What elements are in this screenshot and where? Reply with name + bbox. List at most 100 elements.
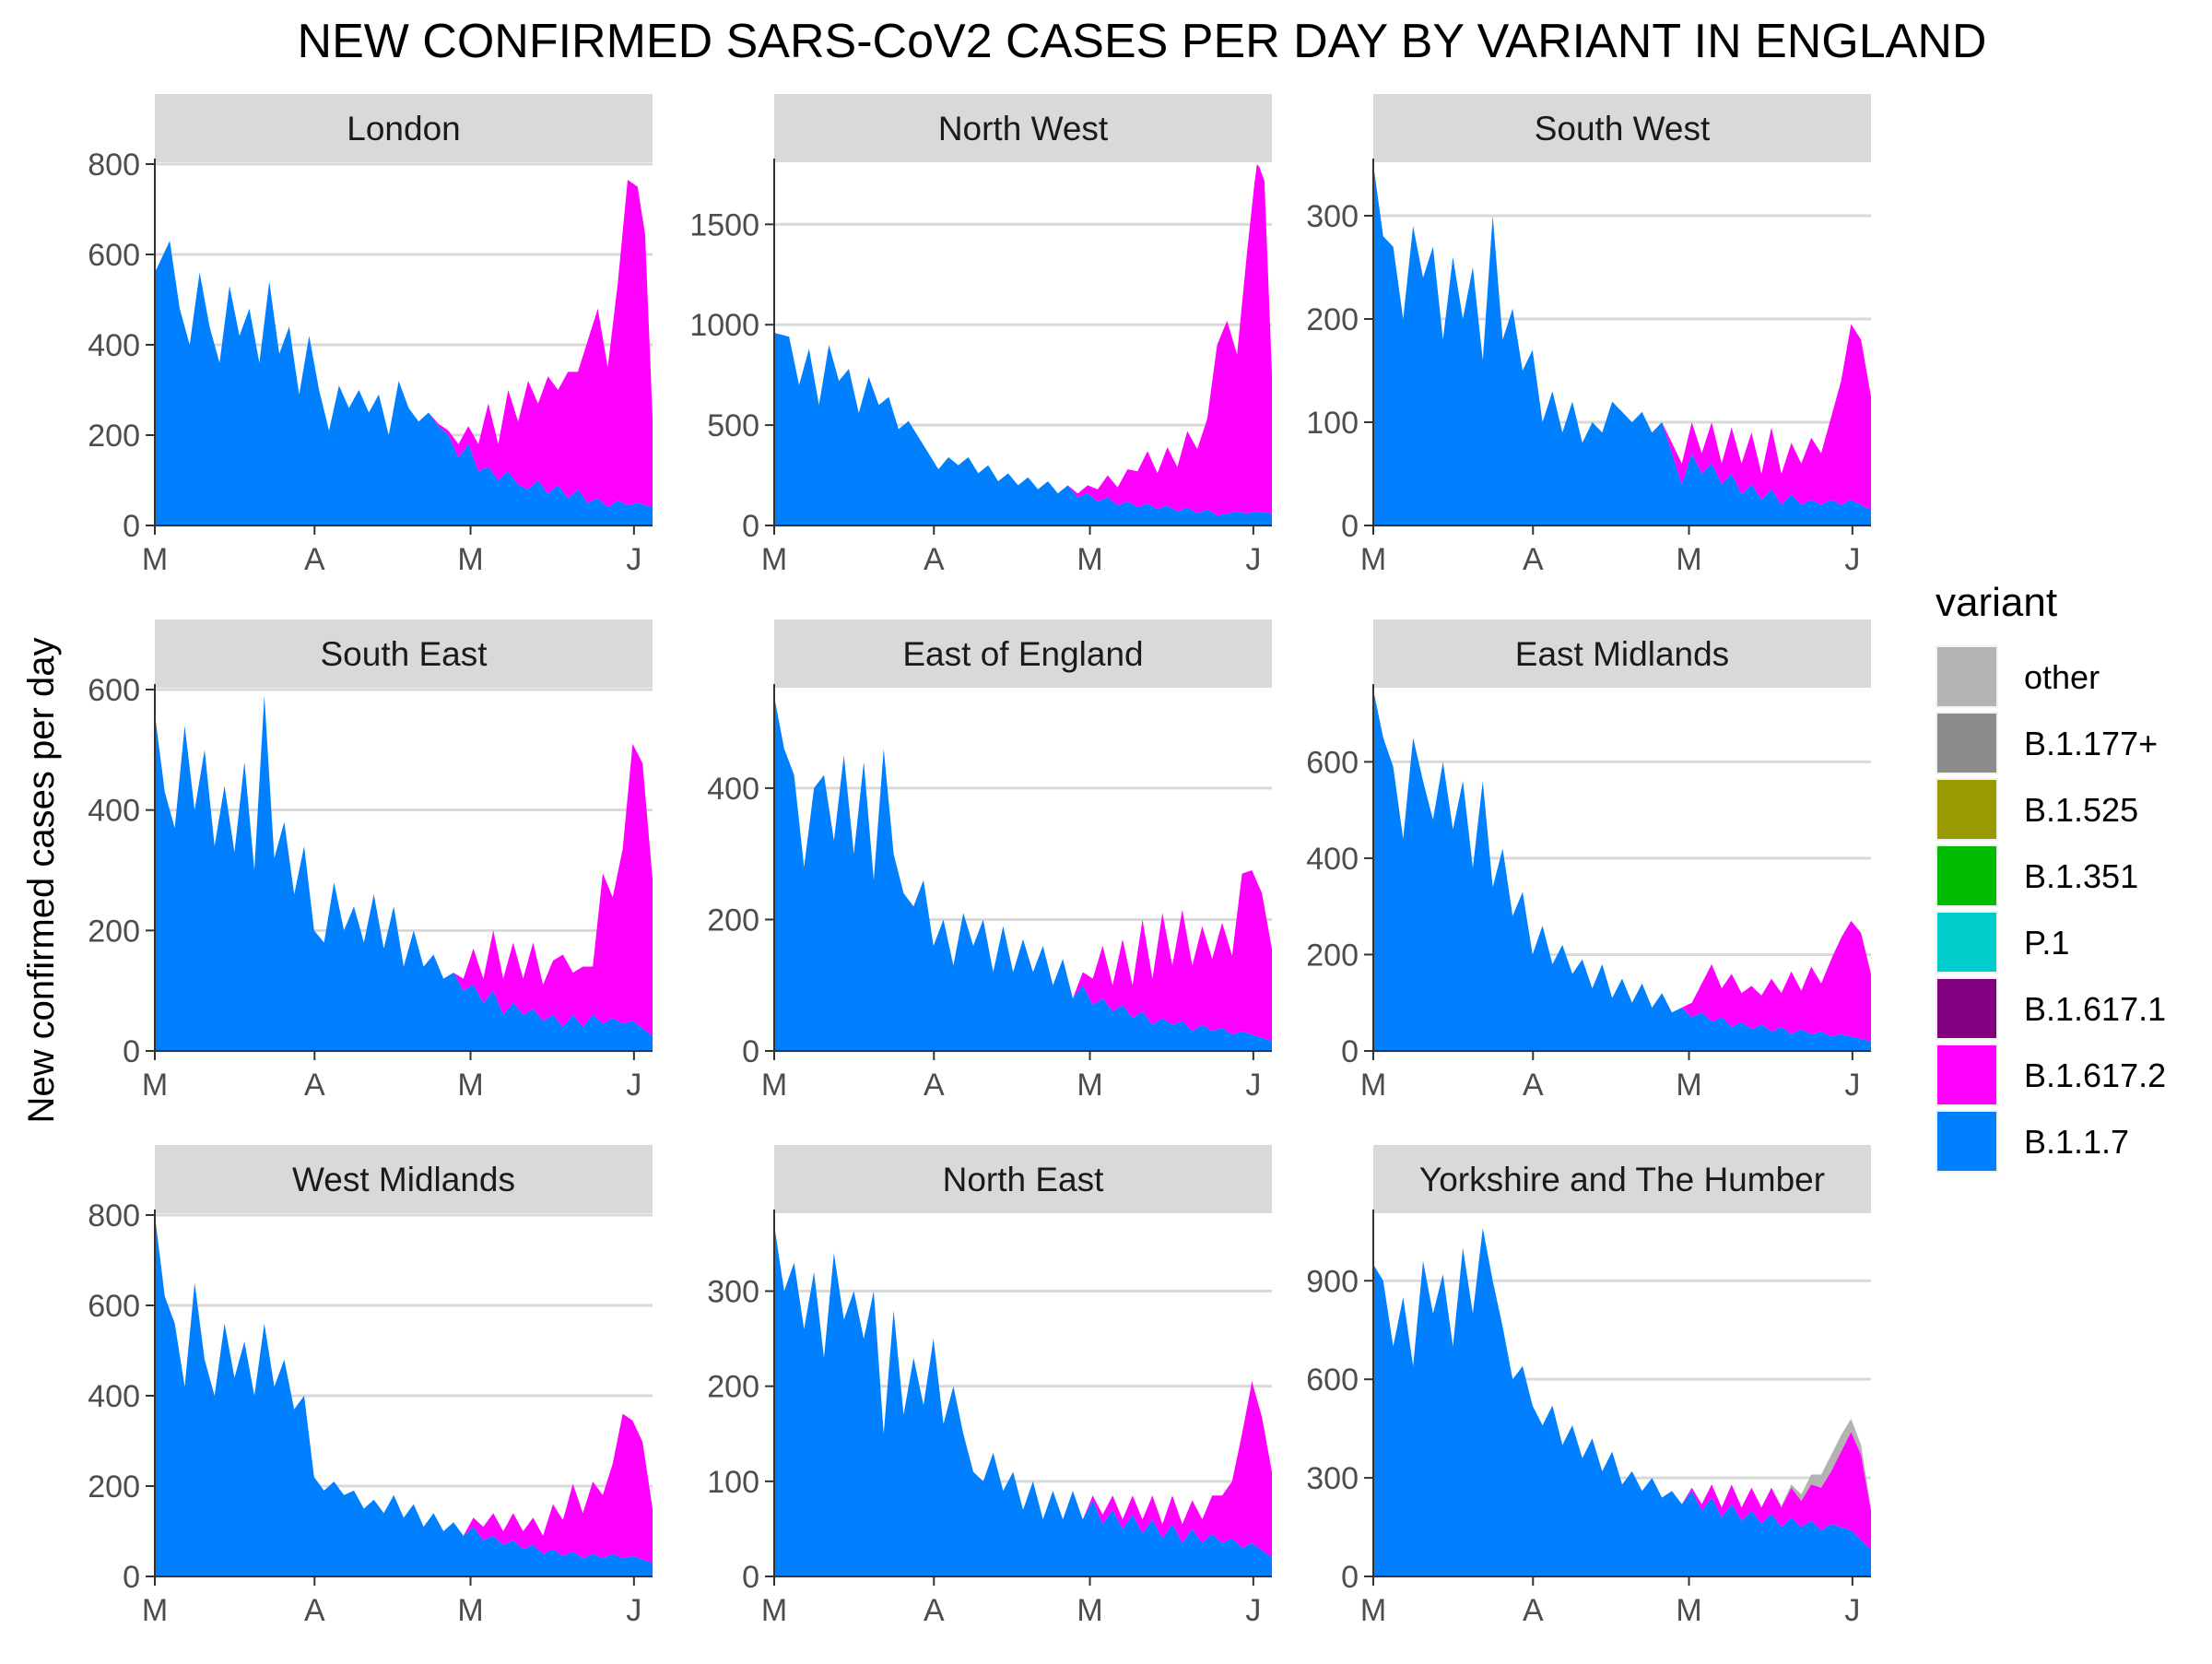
y-tick-label: 900 <box>1306 1264 1359 1299</box>
y-tick-label: 300 <box>707 1275 759 1310</box>
area-b16172 <box>774 164 1272 516</box>
x-tick-label: J <box>626 542 641 577</box>
x-tick-label: M <box>457 1593 483 1628</box>
x-tick-label: A <box>1523 1593 1544 1628</box>
y-tick-label: 200 <box>1306 938 1359 973</box>
panel-north-east: North East 0 100 200 300 M A M J <box>707 1145 1272 1628</box>
legend-swatch-other <box>1937 647 1996 706</box>
y-tick-label: 100 <box>1306 406 1359 441</box>
legend-swatch-b-1-1-7 <box>1937 1112 1996 1171</box>
y-tick-label: 0 <box>742 1034 759 1069</box>
x-tick-label: J <box>1844 1593 1860 1628</box>
y-tick-label: 0 <box>742 509 759 544</box>
x-tick-label: A <box>924 542 945 577</box>
panel-title: London <box>347 110 460 148</box>
panel-title: West Midlands <box>292 1161 515 1198</box>
y-tick-label: 1500 <box>689 207 759 242</box>
area-b117 <box>155 1215 653 1576</box>
y-tick-label: 0 <box>1341 1034 1359 1069</box>
area-b117 <box>774 332 1272 525</box>
x-tick-label: M <box>1676 542 1701 577</box>
x-tick-label: M <box>457 1068 483 1103</box>
x-tick-label: M <box>1676 1068 1701 1103</box>
y-tick-label: 200 <box>1306 302 1359 337</box>
x-tick-label: M <box>142 542 168 577</box>
x-tick-label: J <box>1245 1068 1261 1103</box>
legend-swatch-b-1-617-2 <box>1937 1045 1996 1104</box>
panel-north-west: North West 0 500 1000 1500 M A M J <box>689 94 1272 577</box>
panel-strip <box>1373 94 1871 162</box>
y-tick-label: 300 <box>1306 1461 1359 1496</box>
x-tick-label: A <box>304 1593 325 1628</box>
panel-south-east: South East 0 200 400 600 M A M J <box>88 620 653 1103</box>
area-b117 <box>774 696 1272 1051</box>
panel-yorkshire-and-the-humber: Yorkshire and The Humber 0 300 600 900 M A M J <box>1306 1145 1871 1628</box>
y-tick-label: 400 <box>88 794 140 829</box>
y-tick-label: 400 <box>88 1379 140 1414</box>
y-tick-label: 200 <box>88 419 140 454</box>
legend-label: B.1.351 <box>2024 857 2138 895</box>
y-tick-label: 1000 <box>689 308 759 343</box>
legend-swatch-b-1-525 <box>1937 780 1996 839</box>
legend-label: B.1.617.1 <box>2024 990 2166 1028</box>
panel-strip <box>774 620 1272 688</box>
legend-swatch-b-1-177- <box>1937 714 1996 773</box>
panel-title: Yorkshire and The Humber <box>1419 1161 1825 1198</box>
panel-east-of-england: East of England 0 200 400 M A M J <box>707 620 1272 1103</box>
panel-title: South East <box>320 635 488 673</box>
area-b16172 <box>155 695 653 1036</box>
area-b117 <box>1373 690 1871 1051</box>
y-tick-label: 0 <box>123 509 140 544</box>
area-b117 <box>1373 1228 1871 1576</box>
x-tick-label: A <box>1523 1068 1544 1103</box>
panel-strip <box>774 94 1272 162</box>
legend-swatch-b-1-351 <box>1937 846 1996 905</box>
legend-label: B.1.177+ <box>2024 725 2158 762</box>
panel-west-midlands: West Midlands 0 200 400 600 800 M A M J <box>88 1145 653 1628</box>
x-tick-label: J <box>1844 1068 1860 1103</box>
y-tick-label: 200 <box>88 914 140 949</box>
y-tick-label: 100 <box>707 1465 759 1500</box>
x-tick-label: A <box>924 1068 945 1103</box>
y-tick-label: 0 <box>742 1560 759 1595</box>
legend-label: other <box>2024 658 2100 696</box>
panel-strip <box>155 1145 653 1213</box>
x-tick-label: A <box>1523 542 1544 577</box>
y-tick-label: 0 <box>1341 1560 1359 1595</box>
x-tick-label: M <box>142 1068 168 1103</box>
area-other <box>1373 1228 1871 1511</box>
legend: variant other B.1.177+ B.1.525 B.1.351 P.1 B.1… <box>1936 580 2166 1173</box>
y-tick-label: 200 <box>707 1370 759 1405</box>
y-tick-label: 400 <box>707 772 759 807</box>
area-b117 <box>1373 164 1871 525</box>
y-tick-label: 0 <box>123 1034 140 1069</box>
panel-title: North East <box>943 1161 1105 1198</box>
area-b117 <box>155 241 653 525</box>
y-tick-label: 800 <box>88 1198 140 1233</box>
legend-label: B.1.525 <box>2024 791 2138 829</box>
area-b16172 <box>774 1224 1272 1558</box>
legend-swatch-p-1 <box>1937 913 1996 972</box>
x-tick-label: M <box>1676 1593 1701 1628</box>
legend-label: B.1.1.7 <box>2024 1123 2129 1161</box>
y-tick-label: 400 <box>1306 842 1359 877</box>
x-tick-label: M <box>1360 542 1386 577</box>
panel-london: London 0 200 400 600 800 M A M J <box>88 94 653 577</box>
panel-east-midlands: East Midlands 0 200 400 600 M A M J <box>1306 620 1871 1103</box>
area-b16172 <box>155 180 653 508</box>
y-tick-label: 600 <box>88 673 140 708</box>
y-tick-label: 800 <box>88 148 140 183</box>
area-b16172 <box>1373 1228 1871 1551</box>
panel-title: North West <box>938 110 1109 148</box>
x-tick-label: M <box>1360 1068 1386 1103</box>
panel-strip <box>155 94 653 162</box>
y-tick-label: 500 <box>707 408 759 443</box>
panel-title: South West <box>1535 110 1711 148</box>
panel-strip <box>1373 620 1871 688</box>
y-tick-label: 600 <box>88 238 140 273</box>
area-b16172 <box>155 1215 653 1564</box>
x-tick-label: M <box>1077 1593 1102 1628</box>
area-b117 <box>155 695 653 1051</box>
panel-strip <box>155 620 653 688</box>
